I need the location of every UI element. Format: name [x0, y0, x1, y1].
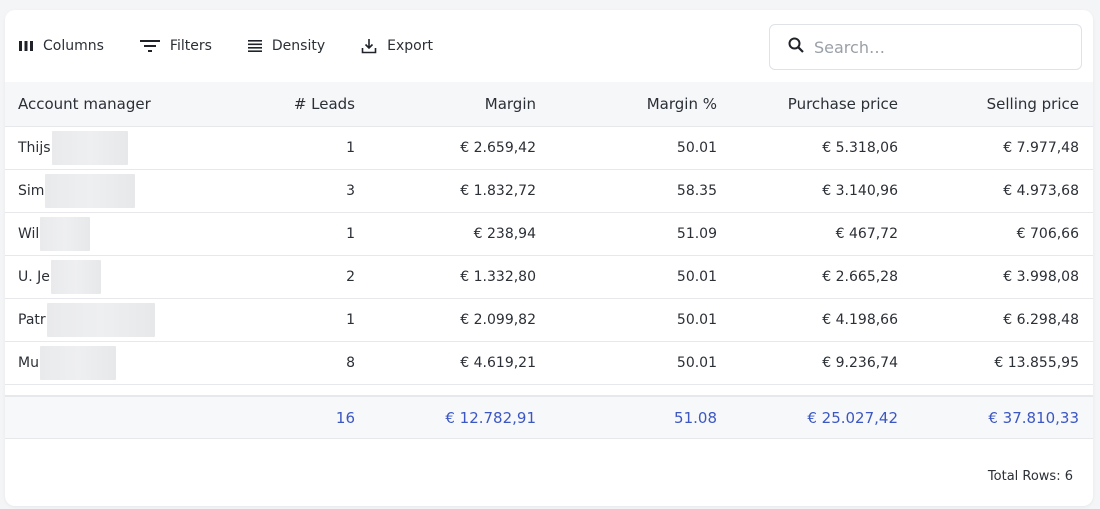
filters-button[interactable]: Filters: [139, 30, 212, 62]
redacted-block: [50, 260, 101, 294]
purchase-price-cell: € 467,72: [835, 226, 898, 242]
margin-cell: € 2.659,42: [460, 140, 536, 156]
margin-cell: € 4.619,21: [460, 355, 536, 371]
columns-button[interactable]: Columns: [19, 30, 104, 62]
leads-cell: 1: [346, 312, 355, 328]
leads-cell: 2: [346, 269, 355, 285]
purchase-price-cell: € 5.318,06: [822, 140, 898, 156]
table-row[interactable]: Thijs 1 € 2.659,42 50.01 € 5.318,06 € 7.…: [5, 127, 1093, 170]
account-manager-cell: Wil: [18, 213, 91, 255]
table-row[interactable]: Mu 8 € 4.619,21 50.01 € 9.236,74 € 13.85…: [5, 342, 1093, 385]
selling-price-cell: € 4.973,68: [1003, 183, 1079, 199]
redacted-block: [39, 346, 116, 380]
density-label: Density: [271, 38, 326, 54]
margin-pct-cell: 50.01: [676, 355, 717, 371]
selling-price-cell: € 706,66: [1016, 226, 1079, 242]
margin-cell: € 1.832,72: [460, 183, 536, 199]
total-rows-count: Total Rows: 6: [987, 469, 1073, 484]
purchase-price-cell: € 4.198,66: [822, 312, 898, 328]
export-label: Export: [387, 38, 433, 54]
margin-pct-cell: 50.01: [676, 140, 717, 156]
account-manager-cell: Thijs: [18, 127, 128, 169]
density-icon: [247, 40, 262, 52]
account-manager-cell: Mu: [18, 342, 116, 384]
header-purchase-price[interactable]: Purchase price: [787, 95, 898, 113]
header-margin-pct[interactable]: Margin %: [646, 95, 717, 113]
data-grid-card: Columns Filters Density Export: [5, 10, 1093, 506]
margin-pct-cell: 50.01: [676, 312, 717, 328]
selling-price-cell: € 13.855,95: [994, 355, 1079, 371]
margin-pct-cell: 51.09: [676, 226, 717, 242]
account-manager-cell: U. Je: [18, 256, 101, 298]
search-icon: [788, 37, 804, 57]
total-selling-price: € 37.810,33: [988, 408, 1079, 427]
total-purchase-price: € 25.027,42: [807, 408, 898, 427]
leads-cell: 8: [346, 355, 355, 371]
selling-price-cell: € 6.298,48: [1003, 312, 1079, 328]
table-row[interactable]: Sim 3 € 1.832,72 58.35 € 3.140,96 € 4.97…: [5, 170, 1093, 213]
leads-cell: 3: [346, 183, 355, 199]
margin-pct-cell: 50.01: [676, 269, 717, 285]
margin-cell: € 1.332,80: [460, 269, 536, 285]
header-leads[interactable]: # Leads: [293, 95, 355, 113]
leads-cell: 1: [346, 140, 355, 156]
grid-toolbar: Columns Filters Density Export: [5, 10, 1093, 82]
margin-cell: € 238,94: [473, 226, 536, 242]
redacted-block: [40, 217, 91, 251]
columns-label: Columns: [43, 38, 104, 54]
filters-label: Filters: [169, 38, 212, 54]
redacted-block: [51, 131, 128, 165]
header-margin[interactable]: Margin: [484, 95, 536, 113]
total-margin-pct: 51.08: [674, 408, 717, 427]
table-row[interactable]: Patr 1 € 2.099,82 50.01 € 4.198,66 € 6.2…: [5, 299, 1093, 342]
density-button[interactable]: Density: [247, 30, 326, 62]
purchase-price-cell: € 2.665,28: [822, 269, 898, 285]
selling-price-cell: € 3.998,08: [1003, 269, 1079, 285]
totals-divider: [5, 385, 1093, 397]
total-leads: 16: [335, 408, 355, 427]
redacted-block: [45, 174, 136, 208]
export-icon: [361, 38, 377, 54]
purchase-price-cell: € 9.236,74: [822, 355, 898, 371]
table-row[interactable]: Wil 1 € 238,94 51.09 € 467,72 € 706,66: [5, 213, 1093, 256]
purchase-price-cell: € 3.140,96: [822, 183, 898, 199]
total-margin: € 12.782,91: [445, 408, 536, 427]
totals-row: 16 € 12.782,91 51.08 € 25.027,42 € 37.81…: [5, 397, 1093, 439]
margin-cell: € 2.099,82: [460, 312, 536, 328]
export-button[interactable]: Export: [361, 30, 433, 62]
search-box[interactable]: [769, 24, 1082, 70]
selling-price-cell: € 7.977,48: [1003, 140, 1079, 156]
header-account-manager[interactable]: Account manager: [18, 95, 151, 113]
table-row[interactable]: U. Je 2 € 1.332,80 50.01 € 2.665,28 € 3.…: [5, 256, 1093, 299]
filters-icon: [139, 39, 160, 53]
table-header-row: Account manager # Leads Margin Margin % …: [5, 82, 1093, 127]
redacted-block: [46, 303, 155, 337]
margin-pct-cell: 58.35: [676, 183, 717, 199]
data-table: Account manager # Leads Margin Margin % …: [5, 82, 1093, 439]
account-manager-cell: Sim: [18, 170, 136, 212]
search-input[interactable]: [814, 37, 1064, 57]
account-manager-cell: Patr: [18, 299, 155, 341]
columns-icon: [19, 40, 33, 52]
header-selling-price[interactable]: Selling price: [986, 95, 1079, 113]
leads-cell: 1: [346, 226, 355, 242]
